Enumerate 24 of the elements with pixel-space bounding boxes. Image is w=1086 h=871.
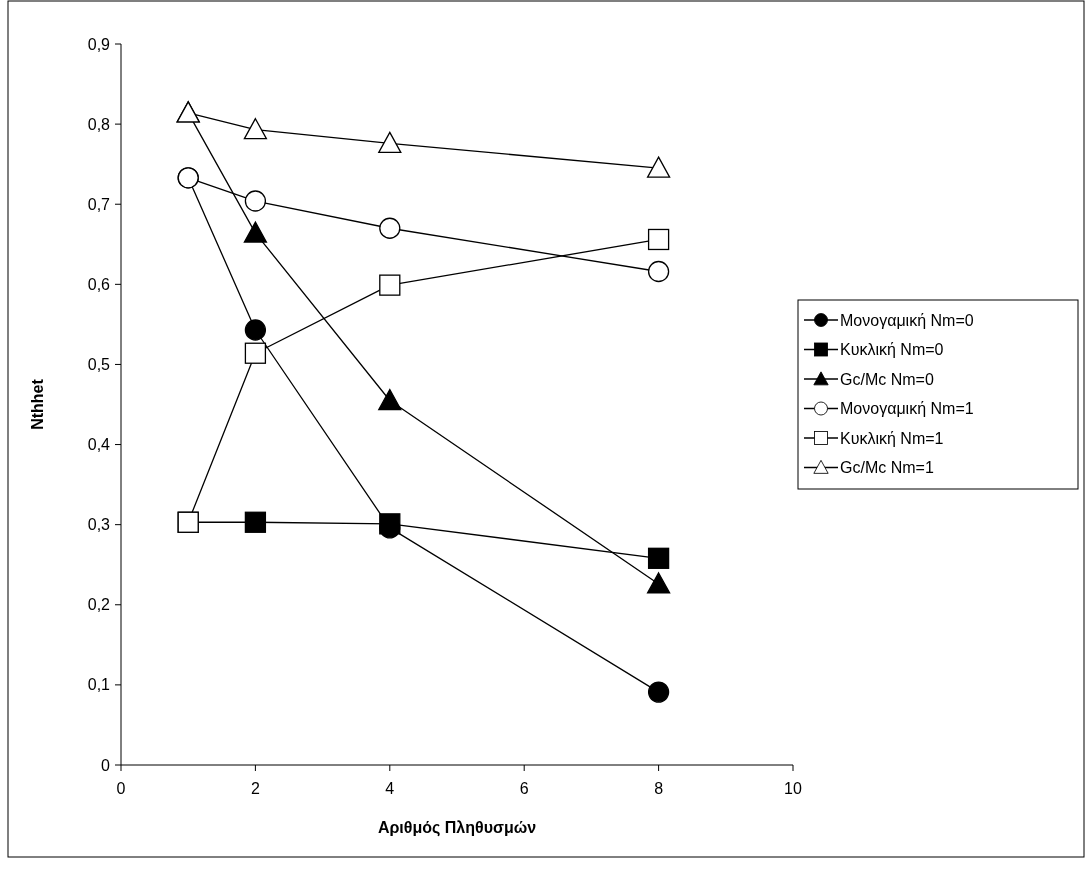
- y-tick-label: 0,6: [87, 275, 111, 293]
- x-tick-label: 0: [116, 780, 126, 797]
- y-tick-label: 0: [101, 756, 111, 774]
- y-tick-label: 0,4: [87, 436, 111, 454]
- legend-label: Κυκλική Nm=0: [840, 341, 944, 359]
- legend-label: Μονογαμική Nm=1: [840, 400, 974, 418]
- y-tick-label: 0,8: [87, 115, 111, 133]
- x-tick-label: 10: [784, 780, 802, 797]
- y-tick-label: 0,9: [87, 35, 111, 53]
- y-tick-label: 0,2: [87, 596, 111, 614]
- x-axis-title: Αριθμός Πληθυσμών: [377, 819, 537, 837]
- legend-label: Κυκλική Nm=1: [840, 429, 944, 447]
- y-axis-title: Nthhet: [29, 378, 46, 430]
- legend-label: Μονογαμική Nm=0: [840, 311, 974, 329]
- legend-label: Gc/Mc Nm=1: [840, 459, 934, 477]
- x-tick-label: 6: [519, 780, 529, 797]
- x-tick-label: 8: [654, 780, 664, 797]
- x-tick-label: 2: [250, 780, 260, 797]
- y-tick-label: 0,1: [87, 676, 111, 694]
- y-tick-label: 0,7: [87, 195, 111, 213]
- x-tick-label: 4: [385, 780, 395, 797]
- y-tick-label: 0,3: [87, 516, 111, 534]
- y-tick-label: 0,5: [87, 356, 111, 374]
- legend-label: Gc/Mc Nm=0: [840, 370, 934, 388]
